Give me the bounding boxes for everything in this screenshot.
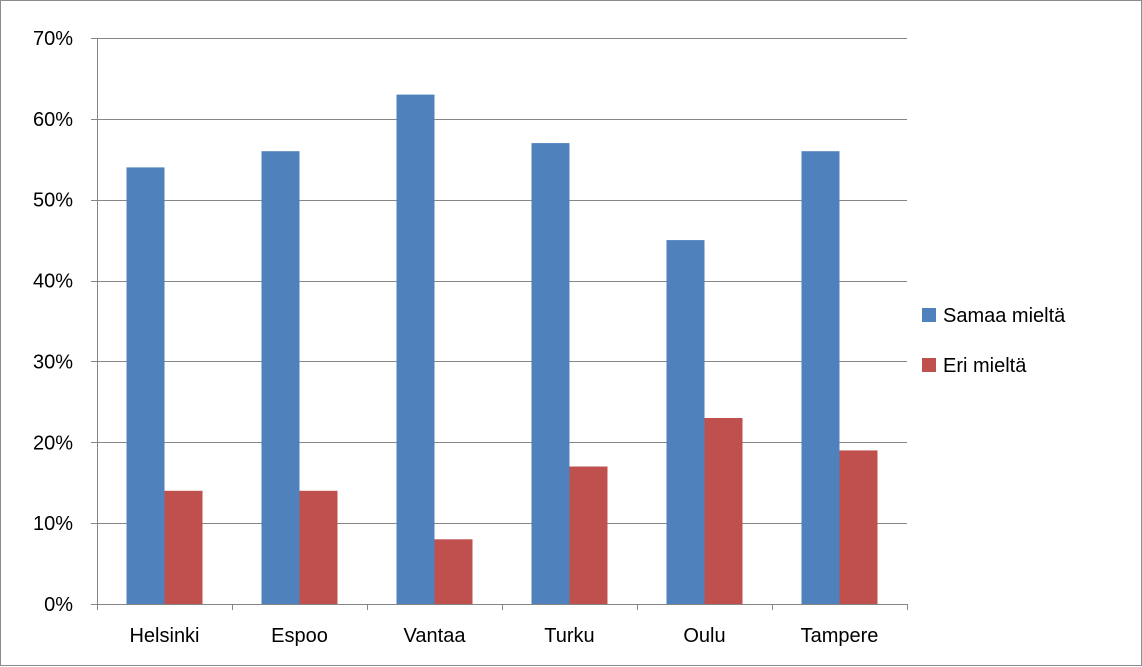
- x-tick-label: Tampere: [801, 625, 879, 647]
- legend-swatch-samaa-mieltä: [922, 308, 936, 322]
- x-tick-label: Helsinki: [129, 625, 199, 647]
- bar-samaa-mieltä-espoo: [261, 151, 300, 604]
- y-tick-label: 70%: [33, 28, 73, 50]
- y-tick-labels: 0% 10% 20% 30% 40% 50% 60% 70%: [33, 28, 73, 616]
- bar-samaa-mieltä-oulu: [666, 240, 705, 604]
- x-tick-labels: Helsinki Espoo Vantaa Turku Oulu Tampere: [129, 625, 878, 647]
- bar-samaa-mieltä-tampere: [801, 151, 840, 604]
- y-tick-label: 30%: [33, 351, 73, 373]
- x-tick-label: Oulu: [683, 625, 725, 647]
- y-tick-label: 10%: [33, 513, 73, 535]
- y-tick-label: 0%: [44, 594, 73, 616]
- x-tick-label: Espoo: [271, 625, 328, 647]
- legend-label: Samaa mieltä: [943, 305, 1066, 327]
- y-tick-label: 40%: [33, 271, 73, 293]
- y-tick-label: 60%: [33, 109, 73, 131]
- y-tick-label: 50%: [33, 190, 73, 212]
- bar-eri-mieltä-vantaa: [434, 539, 473, 604]
- y-tick-label: 20%: [33, 432, 73, 454]
- bar-samaa-mieltä-vantaa: [396, 94, 435, 604]
- legend-label: Eri mieltä: [943, 355, 1027, 377]
- bars: [126, 94, 878, 604]
- bar-eri-mieltä-tampere: [839, 450, 878, 604]
- axes: [91, 38, 908, 610]
- x-tick-label: Turku: [544, 625, 594, 647]
- x-tick-label: Vantaa: [404, 625, 467, 647]
- bar-eri-mieltä-helsinki: [164, 490, 203, 604]
- legend-swatch-eri-mieltä: [922, 358, 936, 372]
- bar-samaa-mieltä-helsinki: [126, 167, 165, 604]
- legend: Samaa mieltä Eri mieltä: [922, 305, 1066, 377]
- bar-samaa-mieltä-turku: [531, 143, 570, 604]
- bar-eri-mieltä-turku: [569, 466, 608, 604]
- bar-eri-mieltä-oulu: [704, 418, 743, 604]
- bar-eri-mieltä-espoo: [299, 490, 338, 604]
- gridlines: [97, 38, 907, 524]
